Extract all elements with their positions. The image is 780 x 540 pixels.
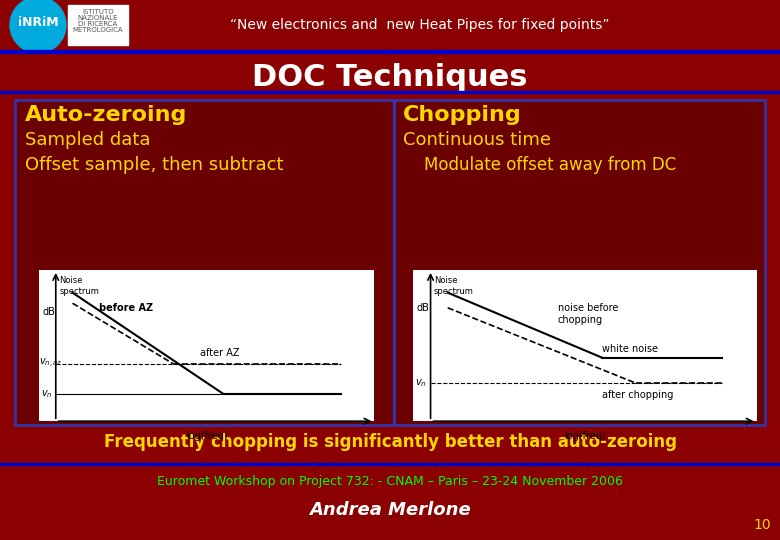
Text: chopping: chopping (558, 315, 603, 325)
Text: $v_n$: $v_n$ (415, 377, 427, 389)
FancyBboxPatch shape (15, 100, 765, 425)
Circle shape (10, 0, 66, 53)
Text: white noise: white noise (602, 343, 658, 354)
Text: “New electronics and  new Heat Pipes for fixed points”: “New electronics and new Heat Pipes for … (230, 18, 610, 32)
Text: Noise: Noise (434, 276, 458, 285)
Bar (393, 100, 395, 425)
Text: Offset sample, then subtract: Offset sample, then subtract (25, 156, 283, 174)
Text: DI RICERCA: DI RICERCA (78, 21, 118, 27)
Text: spectrum: spectrum (59, 287, 99, 296)
Text: after chopping: after chopping (602, 390, 674, 401)
Text: Euromet Workshop on Project 732: - CNAM – Paris – 23-24 November 2006: Euromet Workshop on Project 732: - CNAM … (157, 476, 623, 489)
Bar (0, 50, 780, 53)
Text: Chopping: Chopping (403, 105, 522, 125)
Text: METROLOGICA: METROLOGICA (73, 27, 123, 33)
Text: Sampled data: Sampled data (25, 131, 151, 149)
Text: Modulate offset away from DC: Modulate offset away from DC (403, 156, 676, 174)
Text: log(freq): log(freq) (186, 431, 228, 441)
Text: before AZ: before AZ (99, 303, 154, 313)
Bar (68, 5, 128, 45)
Text: noise before: noise before (558, 303, 618, 313)
Text: Andrea Merlone: Andrea Merlone (309, 501, 471, 519)
Bar (0, 91, 780, 93)
Text: 10: 10 (753, 518, 771, 532)
Text: Frequently chopping is significantly better than auto-zeroing: Frequently chopping is significantly bet… (104, 433, 676, 451)
Text: iNRiM: iNRiM (18, 16, 58, 29)
Bar (0, 0, 780, 50)
Text: Noise: Noise (59, 276, 83, 285)
Text: spectrum: spectrum (434, 287, 474, 296)
Text: DOC Techniques: DOC Techniques (252, 64, 528, 92)
Text: Auto-zeroing: Auto-zeroing (25, 105, 187, 125)
Text: ISTITUTO: ISTITUTO (82, 9, 114, 15)
Text: dB: dB (42, 307, 55, 318)
Text: NAZIONALE: NAZIONALE (78, 15, 119, 21)
Text: $v_n$: $v_n$ (41, 388, 52, 400)
Text: log(freq): log(freq) (564, 431, 606, 441)
Text: Continuous time: Continuous time (403, 131, 551, 149)
Text: dB: dB (417, 303, 430, 313)
Text: after AZ: after AZ (200, 348, 239, 358)
Text: $v_{n,az}$: $v_{n,az}$ (39, 357, 62, 370)
Bar (0, 463, 780, 465)
